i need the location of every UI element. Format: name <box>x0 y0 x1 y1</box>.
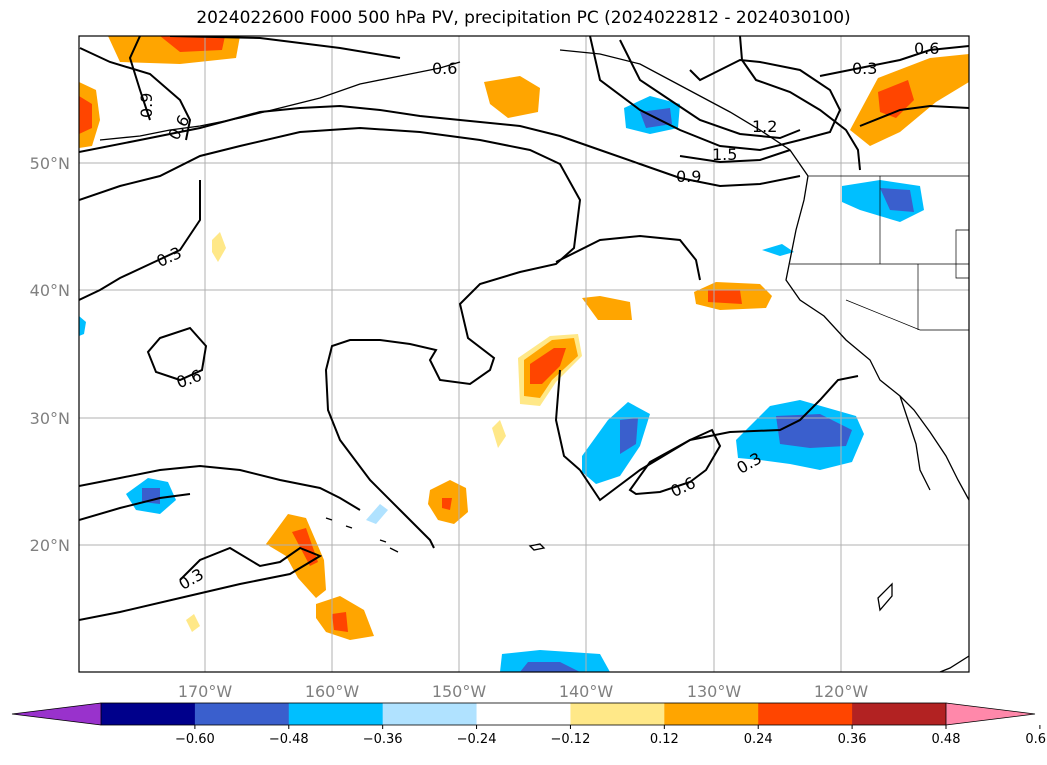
colorbar-tick-label: −0.48 <box>269 732 309 747</box>
colorbar-segment <box>382 703 478 725</box>
lon-tick-label: 120°W <box>814 682 869 701</box>
colorbar-segment <box>476 703 571 725</box>
contour-label: 0.6 <box>432 59 457 78</box>
colorbar-extend-low <box>12 703 101 725</box>
contour-label: 0.9 <box>676 167 701 186</box>
colorbar-tick-label: 0.60 <box>1025 732 1047 747</box>
borders <box>790 175 969 331</box>
map-frame <box>78 35 970 673</box>
colorbar: −0.60 −0.48 −0.36 −0.24 −0.12 0.12 0.24 0.36 0.4… <box>11 702 1047 747</box>
lon-tick-labels: 170°W 160°W 150°W 140°W 130°W 120°W <box>178 682 869 701</box>
colorbar-segment <box>101 703 196 725</box>
colorbar-tick-label: −0.60 <box>175 732 215 747</box>
contour-label: 1.5 <box>712 145 737 164</box>
colorbar-tick-label: −0.12 <box>551 732 591 747</box>
colorbar-tick-label: 0.36 <box>838 732 867 747</box>
colorbar-tick-label: 0.48 <box>932 732 961 747</box>
coastlines <box>99 49 969 672</box>
colorbar-segment <box>664 703 759 725</box>
map-area: 0.6 0.9 0.6 0.3 1.2 1.5 0.9 0.3 0.6 0.6 … <box>79 36 969 672</box>
colorbar-tick-label: −0.24 <box>457 732 497 747</box>
colorbar-segment <box>194 703 290 725</box>
lat-tick-label: 40°N <box>30 281 70 300</box>
contour-label: 1.2 <box>752 117 777 136</box>
lon-tick-label: 160°W <box>305 682 360 701</box>
colorbar-segment <box>758 703 853 725</box>
lon-tick-label: 130°W <box>687 682 742 701</box>
colorbar-tick-label: 0.24 <box>744 732 773 747</box>
contour-label: 0.6 <box>914 39 939 58</box>
lat-tick-label: 30°N <box>30 409 70 428</box>
lon-tick-label: 150°W <box>432 682 487 701</box>
lat-tick-labels: 50°N 40°N 30°N 20°N <box>30 154 70 555</box>
colorbar-segment <box>288 703 384 725</box>
colorbar-segments <box>101 703 947 725</box>
lat-tick-label: 20°N <box>30 536 70 555</box>
map-title: 2024022600 F000 500 hPa PV, precipitatio… <box>196 8 851 28</box>
contour-label: 0.3 <box>852 59 877 78</box>
colorbar-tick-label: 0.12 <box>650 732 679 747</box>
colorbar-segment <box>852 703 947 725</box>
colorbar-segment <box>570 703 665 725</box>
colorbar-tick-label: −0.36 <box>363 732 403 747</box>
lon-tick-label: 170°W <box>178 682 233 701</box>
colorbar-ticks: −0.60 −0.48 −0.36 −0.24 −0.12 0.12 0.24 0.36 0.4… <box>175 725 1047 747</box>
contour-label: 0.9 <box>137 93 156 118</box>
pv-contours <box>79 36 969 621</box>
colorbar-extend-high <box>946 703 1035 725</box>
lat-tick-label: 50°N <box>30 154 70 173</box>
lon-tick-label: 140°W <box>559 682 614 701</box>
